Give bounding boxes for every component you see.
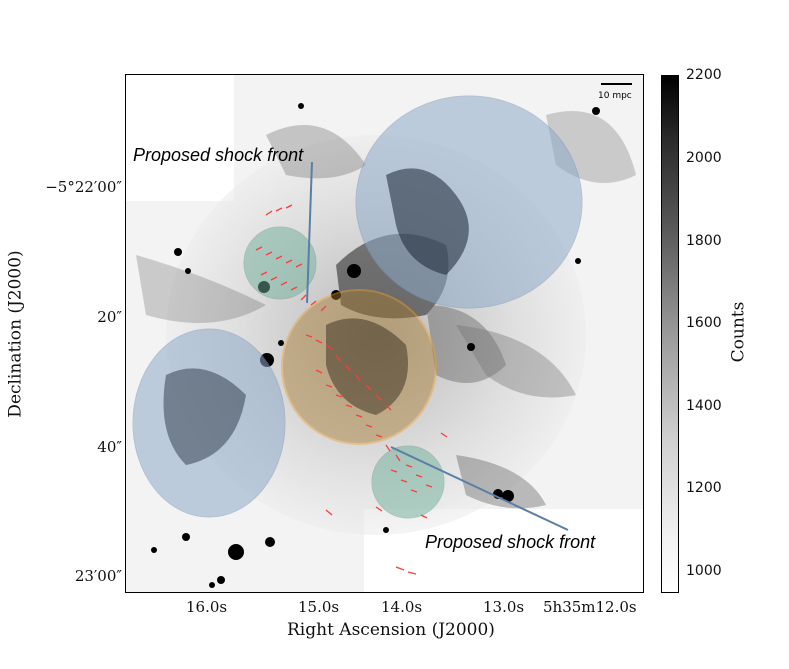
x-tick-label: 13.0s [483,598,525,616]
pointer-line-lower [390,446,569,531]
pointer-line-upper [306,161,313,304]
colorbar-tick-label: 1600 [686,315,722,331]
region-green-lower [371,445,445,519]
nebula-image [126,75,643,592]
colorbar-tick-label: 1200 [686,480,722,496]
x-tick-label: 16.0s [186,598,228,616]
x-tick-label: 14.0s [381,598,423,616]
colorbar-tick-label: 2200 [686,67,722,83]
annotation-shock-front-lower: Proposed shock front [425,532,596,552]
x-tick-label: 5h35m12.0s [543,598,637,616]
annotation-shock-front-upper: Proposed shock front [133,145,304,165]
x-tick-label: 15.0s [298,598,340,616]
region-blue-left [132,328,286,518]
y-tick-label: 23′00″ [74,567,122,585]
colorbar-tick-label: 1400 [686,398,722,414]
colorbar [661,75,679,593]
colorbar-tick-label: 1000 [686,563,722,579]
y-axis-title: Declination (J2000) [5,250,26,418]
colorbar-title: Counts [728,301,749,363]
region-green-upper [243,226,317,300]
image-panel: 10 mpc [125,74,644,593]
masked-region [126,75,234,201]
scale-bar-label: 10 mpc [598,91,632,101]
polarization-vectors [255,204,448,575]
region-blue-upper [355,95,583,309]
y-tick-label: 40″ [97,438,122,456]
y-tick-label: 20″ [97,308,122,326]
region-orange-center [281,289,437,445]
y-tick-label: −5°22′00″ [45,178,122,196]
x-axis-title: Right Ascension (J2000) [287,620,495,640]
colorbar-tick-label: 2000 [686,150,722,166]
colorbar-tick-label: 1800 [686,233,722,249]
